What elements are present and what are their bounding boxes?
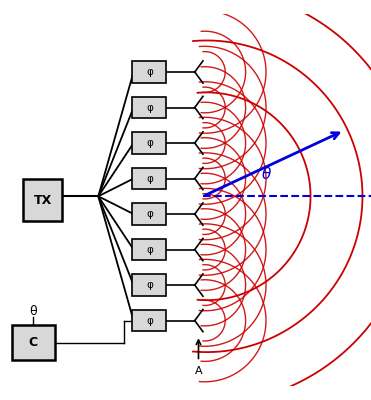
Text: φ: φ bbox=[146, 102, 153, 112]
FancyBboxPatch shape bbox=[23, 179, 62, 221]
FancyBboxPatch shape bbox=[132, 203, 166, 225]
Text: θ: θ bbox=[30, 305, 37, 318]
FancyBboxPatch shape bbox=[132, 132, 166, 154]
Text: C: C bbox=[29, 336, 38, 349]
Text: A: A bbox=[195, 366, 202, 376]
Text: TX: TX bbox=[33, 194, 52, 206]
FancyBboxPatch shape bbox=[12, 325, 55, 360]
FancyBboxPatch shape bbox=[132, 274, 166, 296]
Text: φ: φ bbox=[146, 138, 153, 148]
FancyBboxPatch shape bbox=[132, 168, 166, 189]
Text: φ: φ bbox=[146, 209, 153, 219]
Text: θ: θ bbox=[261, 166, 271, 182]
FancyBboxPatch shape bbox=[132, 97, 166, 118]
FancyBboxPatch shape bbox=[132, 61, 166, 83]
FancyBboxPatch shape bbox=[132, 239, 166, 260]
FancyBboxPatch shape bbox=[132, 310, 166, 331]
Text: φ: φ bbox=[146, 280, 153, 290]
Text: φ: φ bbox=[146, 316, 153, 326]
Text: φ: φ bbox=[146, 67, 153, 77]
Text: φ: φ bbox=[146, 244, 153, 254]
Text: φ: φ bbox=[146, 174, 153, 184]
